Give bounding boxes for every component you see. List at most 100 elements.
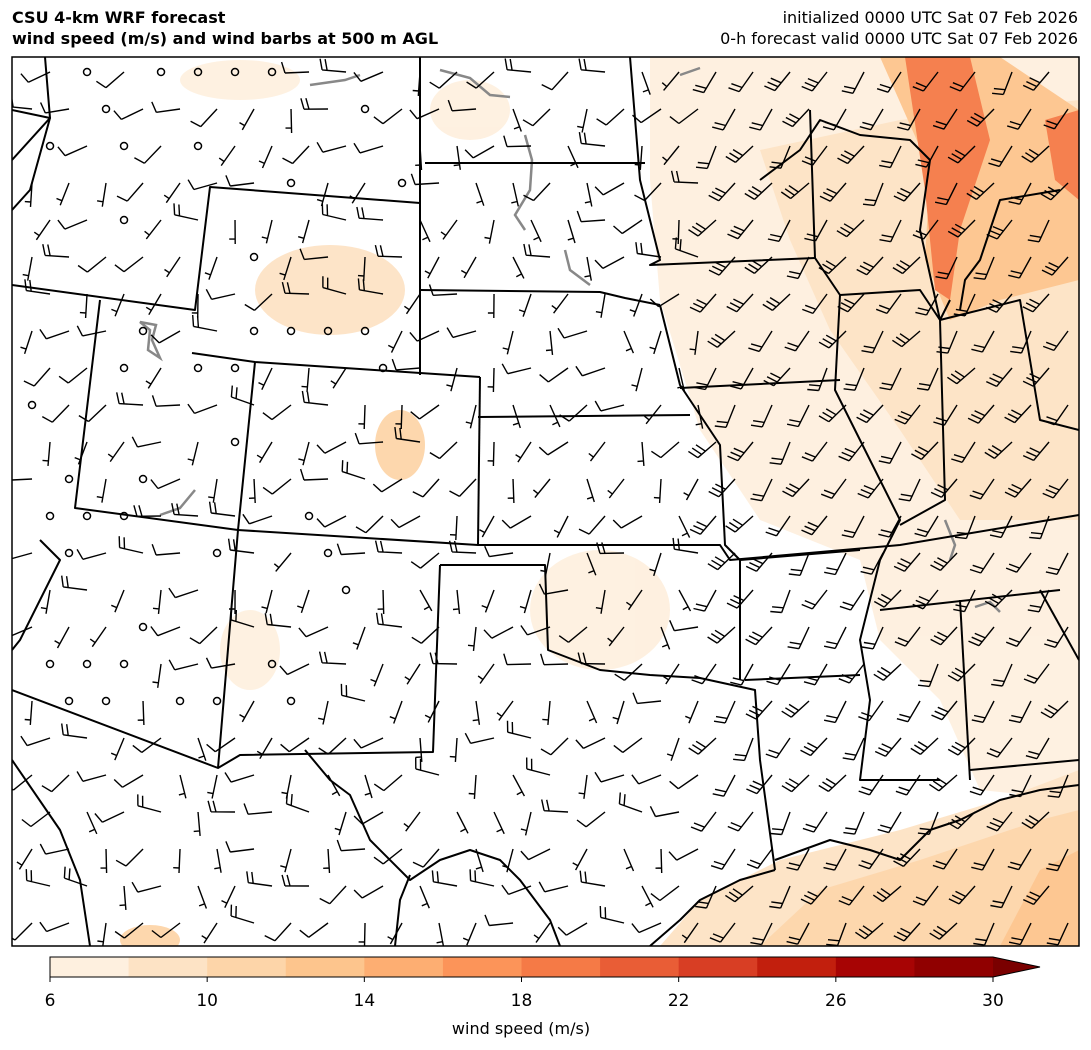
wind-barb	[872, 885, 902, 903]
wind-barb	[947, 811, 976, 830]
wind-barb	[836, 219, 865, 238]
wind-barb	[373, 848, 403, 865]
wind-barb	[131, 436, 162, 448]
wind-barb	[1040, 700, 1069, 719]
wind-barb	[230, 385, 255, 406]
wind-barb	[607, 626, 625, 647]
wind-barb	[801, 441, 828, 462]
wind-barb	[258, 145, 273, 169]
wind-barb	[878, 515, 902, 538]
calm-marker	[323, 326, 333, 336]
wind-barb	[1044, 626, 1069, 648]
wind-barb	[823, 626, 847, 650]
colorbar: 6 10 14 18 22 26 30	[45, 956, 1041, 1011]
wind-barb	[1023, 885, 1050, 906]
wind-barb	[745, 626, 773, 646]
wind-barb	[709, 922, 736, 943]
wind-barb	[689, 330, 699, 355]
wind-barb	[618, 792, 643, 813]
wind-barb	[823, 848, 847, 871]
wind-barb	[230, 904, 255, 924]
wind-barb	[358, 404, 366, 430]
colorbar-bin	[757, 957, 837, 977]
wind-barb	[632, 692, 662, 705]
wind-barb	[20, 71, 51, 83]
wind-barb	[931, 700, 958, 721]
wind-barb	[262, 404, 292, 421]
calm-marker	[304, 511, 314, 521]
wind-barb	[929, 774, 958, 792]
wind-barb	[403, 811, 421, 832]
calm-marker	[323, 548, 333, 558]
wind-barb	[969, 478, 995, 500]
wind-barb	[930, 626, 958, 646]
wind-barb	[879, 145, 902, 169]
wind-barb	[16, 848, 33, 870]
wind-barb	[96, 478, 107, 503]
calm-marker	[119, 511, 129, 521]
wind-barb	[873, 663, 902, 681]
wind-barb	[985, 293, 1013, 313]
wind-barb	[856, 256, 884, 276]
wind-barb	[316, 515, 347, 528]
wind-barb	[632, 108, 662, 124]
wind-barb	[843, 367, 865, 391]
wind-barb	[802, 811, 828, 833]
calm-marker	[119, 141, 129, 151]
wind-barb	[730, 367, 754, 390]
wind-barb	[282, 145, 310, 165]
wind-barb	[477, 663, 495, 684]
wind-barb	[201, 922, 218, 944]
wind-barb	[538, 441, 569, 456]
colorbar-bin	[128, 957, 208, 977]
wind-barb	[839, 589, 865, 611]
wind-barb	[76, 325, 107, 337]
wind-barb	[727, 219, 754, 240]
wind-barb	[472, 700, 481, 725]
wind-barb	[372, 478, 403, 493]
wind-barb	[662, 145, 680, 166]
colorbar-tick-label: 6	[45, 991, 56, 1011]
wind-barb	[502, 330, 514, 355]
colorbar-bin	[914, 957, 994, 977]
wind-barb	[765, 737, 791, 759]
wind-barb	[449, 737, 458, 762]
wind-barb	[1029, 515, 1050, 540]
wind-barb	[475, 848, 484, 873]
wind-barb	[280, 737, 310, 753]
wind-barb	[540, 737, 569, 756]
wind-barb	[936, 330, 958, 354]
wind-barb	[947, 145, 976, 164]
wind-barb	[989, 515, 1013, 539]
wind-barb	[594, 400, 625, 412]
wind-barb	[784, 330, 810, 352]
wind-barb	[207, 800, 236, 813]
wind-barb	[280, 848, 292, 873]
wind-barb	[520, 811, 532, 836]
wind-barb	[119, 885, 127, 910]
wind-barb	[969, 774, 995, 796]
wind-barb	[748, 330, 773, 353]
wind-barb	[838, 441, 865, 462]
wind-barb	[690, 811, 717, 832]
wind-barb	[391, 358, 421, 371]
wind-barb	[484, 914, 514, 927]
wind-barb	[187, 179, 218, 191]
wind-barb	[986, 811, 1013, 832]
wind-barb	[330, 367, 347, 389]
wind-barb	[190, 108, 218, 128]
wind-barb	[411, 626, 440, 644]
wind-barb	[512, 774, 526, 797]
wind-barb	[1045, 552, 1069, 575]
wind-barb	[824, 552, 847, 576]
calm-marker	[138, 474, 148, 484]
wind-barb	[762, 293, 791, 311]
wind-barb	[336, 839, 366, 852]
calm-marker	[360, 326, 370, 336]
wind-barb	[930, 552, 958, 572]
wind-barb	[588, 441, 606, 462]
wind-barb	[41, 774, 70, 793]
wind-barb	[466, 71, 495, 89]
wind-barb	[629, 293, 643, 317]
wind-barb	[115, 848, 144, 867]
